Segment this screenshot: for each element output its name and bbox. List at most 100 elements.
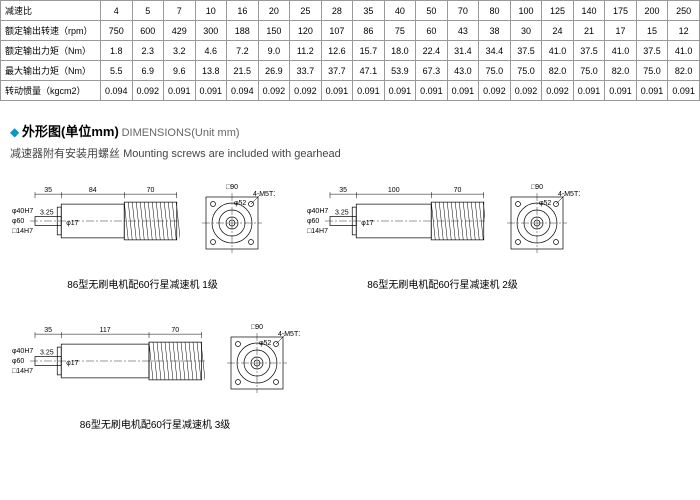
svg-text:φ60: φ60	[307, 218, 319, 225]
table-cell: 75.0	[636, 61, 668, 81]
side-view-2: 3510070φ40H7□14H7φ603.25φ17	[305, 171, 485, 271]
table-header-cell: 减速比	[1, 1, 101, 21]
table-cell: 额定输出转速（rpm）	[1, 21, 101, 41]
svg-text:φ40H7: φ40H7	[12, 208, 33, 215]
table-header-cell: 10	[195, 1, 227, 21]
table-cell: 75.0	[573, 61, 605, 81]
table-cell: 0.091	[447, 81, 479, 101]
subtitle: 减速器附有安装用螺丝 Mounting screws are included …	[10, 145, 700, 161]
svg-text:117: 117	[100, 327, 111, 334]
table-cell: 0.092	[510, 81, 542, 101]
table-header-cell: 40	[384, 1, 416, 21]
face-view-2: □904-M5T10φ52	[495, 171, 580, 271]
table-cell: 120	[290, 21, 322, 41]
table-cell: 41.0	[605, 41, 637, 61]
svg-text:70: 70	[147, 187, 155, 194]
svg-text:□14H7: □14H7	[12, 228, 33, 235]
table-cell: 13.8	[195, 61, 227, 81]
table-cell: 82.0	[605, 61, 637, 81]
table-cell: 47.1	[353, 61, 385, 81]
table-cell: 0.092	[258, 81, 290, 101]
section-title: ◆ 外形图(单位mm) DIMENSIONS(Unit mm)	[10, 121, 700, 140]
table-cell: 750	[101, 21, 133, 41]
table-row: 转动惯量（kgcm2）0.0940.0920.0910.0910.0940.09…	[1, 81, 700, 101]
svg-text:3.25: 3.25	[40, 210, 54, 217]
svg-text:□90: □90	[251, 324, 263, 331]
face-view-3: □904-M5T10φ52	[215, 311, 300, 411]
table-cell: 0.092	[479, 81, 511, 101]
side-view-3: 3511770φ40H7□14H7φ603.25φ17	[10, 311, 205, 411]
table-header-cell: 100	[510, 1, 542, 21]
table-cell: 429	[164, 21, 196, 41]
table-header-cell: 175	[605, 1, 637, 21]
table-cell: 0.094	[227, 81, 259, 101]
table-header-cell: 200	[636, 1, 668, 21]
caption-1: 86型无刷电机配60行星减速机 1级	[67, 276, 218, 291]
svg-text:□90: □90	[531, 184, 543, 191]
svg-text:35: 35	[44, 187, 52, 194]
table-cell: 600	[132, 21, 164, 41]
table-cell: 22.4	[416, 41, 448, 61]
table-cell: 34.4	[479, 41, 511, 61]
table-header-cell: 25	[290, 1, 322, 21]
table-cell: 37.7	[321, 61, 353, 81]
table-body: 额定输出转速（rpm）75060042930018815012010786756…	[1, 21, 700, 101]
table-cell: 2.3	[132, 41, 164, 61]
table-cell: 0.092	[290, 81, 322, 101]
table-header-cell: 20	[258, 1, 290, 21]
table-cell: 0.091	[195, 81, 227, 101]
table-cell: 9.6	[164, 61, 196, 81]
table-cell: 53.9	[384, 61, 416, 81]
table-cell: 额定输出力矩（Nm）	[1, 41, 101, 61]
table-cell: 0.091	[636, 81, 668, 101]
table-cell: 0.094	[101, 81, 133, 101]
table-header-cell: 250	[668, 1, 700, 21]
face-view-1: □904-M5T10φ52	[190, 171, 275, 271]
table-header-cell: 28	[321, 1, 353, 21]
table-cell: 3.2	[164, 41, 196, 61]
table-header-row: 减速比4571016202528354050708010012514017520…	[1, 1, 700, 21]
table-header-cell: 7	[164, 1, 196, 21]
table-cell: 26.9	[258, 61, 290, 81]
side-view-1: 358470φ40H7□14H7φ603.25φ17	[10, 171, 180, 271]
table-cell: 0.091	[164, 81, 196, 101]
table-header-cell: 80	[479, 1, 511, 21]
table-cell: 0.091	[573, 81, 605, 101]
table-cell: 37.5	[510, 41, 542, 61]
svg-text:84: 84	[89, 187, 97, 194]
table-cell: 24	[542, 21, 574, 41]
table-cell: 75	[384, 21, 416, 41]
subtitle-cn: 减速器附有安装用螺丝	[10, 148, 120, 160]
table-cell: 12	[668, 21, 700, 41]
diagram-1: 358470φ40H7□14H7φ603.25φ17 □904-M5T10φ52…	[10, 171, 275, 291]
table-cell: 41.0	[668, 41, 700, 61]
diagram-2: 3510070φ40H7□14H7φ603.25φ17 □904-M5T10φ5…	[305, 171, 580, 291]
table-cell: 67.3	[416, 61, 448, 81]
table-cell: 43.0	[447, 61, 479, 81]
table-header-cell: 4	[101, 1, 133, 21]
table-header-cell: 140	[573, 1, 605, 21]
table-cell: 0.091	[321, 81, 353, 101]
table-cell: 60	[416, 21, 448, 41]
table-cell: 37.5	[573, 41, 605, 61]
table-cell: 75.0	[510, 61, 542, 81]
table-cell: 107	[321, 21, 353, 41]
table-cell: 17	[605, 21, 637, 41]
table-cell: 43	[447, 21, 479, 41]
svg-text:100: 100	[388, 187, 400, 194]
table-cell: 0.091	[605, 81, 637, 101]
table-cell: 86	[353, 21, 385, 41]
svg-text:□90: □90	[226, 184, 238, 191]
table-cell: 0.091	[668, 81, 700, 101]
svg-text:35: 35	[339, 187, 347, 194]
table-cell: 0.091	[416, 81, 448, 101]
table-row: 最大输出力矩（Nm）5.56.99.613.821.526.933.737.74…	[1, 61, 700, 81]
table-cell: 21.5	[227, 61, 259, 81]
caption-3: 86型无刷电机配60行星减速机 3级	[80, 416, 231, 431]
table-cell: 4.6	[195, 41, 227, 61]
title-en: DIMENSIONS(Unit mm)	[122, 127, 240, 139]
svg-text:4-M5T10: 4-M5T10	[278, 331, 300, 338]
table-cell: 0.091	[384, 81, 416, 101]
subtitle-en: Mounting screws are included with gearhe…	[123, 148, 341, 160]
table-cell: 37.5	[636, 41, 668, 61]
